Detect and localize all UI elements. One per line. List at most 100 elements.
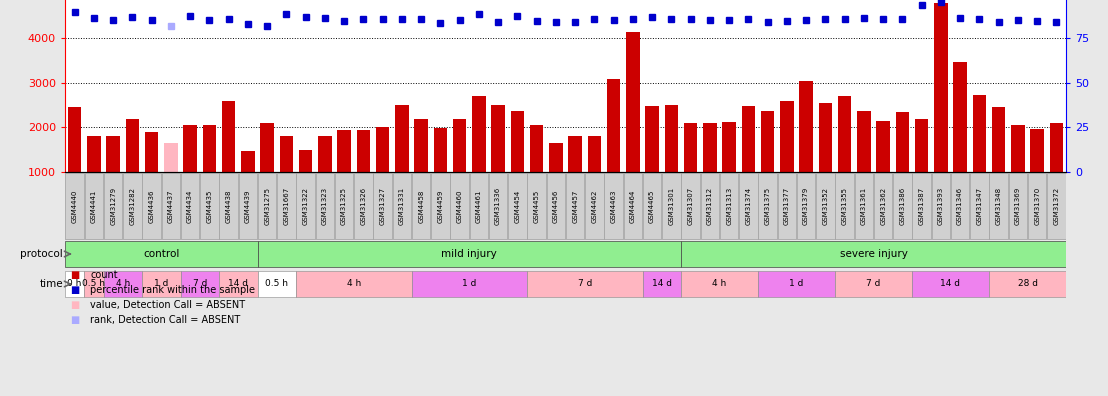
Text: GSM31386: GSM31386 [900,187,905,225]
Text: GSM4438: GSM4438 [226,189,232,223]
Bar [604,173,623,239]
Bar [509,173,526,239]
Text: GSM31322: GSM31322 [302,187,309,225]
Text: GSM31369: GSM31369 [1015,187,1020,225]
Bar [1012,125,1025,172]
Bar [277,173,296,239]
Bar [912,271,989,297]
Text: GSM31370: GSM31370 [1034,187,1040,225]
Text: GSM4464: GSM4464 [629,189,636,223]
Bar [665,105,678,172]
Bar [203,125,216,172]
Text: GSM4462: GSM4462 [592,189,597,223]
Text: 0.5 h: 0.5 h [265,280,288,289]
Bar [431,173,450,239]
Bar [201,173,218,239]
Bar [1008,173,1027,239]
Text: time: time [40,279,63,289]
Bar [626,32,639,172]
Bar [778,173,797,239]
Bar [257,242,681,267]
Bar [684,123,697,172]
Bar [299,150,312,172]
Text: GSM31312: GSM31312 [707,187,712,225]
Bar [858,111,871,172]
Text: GSM4436: GSM4436 [148,189,155,223]
Bar [238,173,257,239]
Bar [143,173,161,239]
Text: GSM31307: GSM31307 [688,187,694,225]
Bar [704,123,717,172]
Bar [643,173,661,239]
Text: GSM31346: GSM31346 [957,187,963,225]
Bar [450,173,469,239]
Text: count: count [91,270,119,280]
Text: GSM31347: GSM31347 [976,187,983,225]
Text: GSM31355: GSM31355 [842,187,848,225]
Text: GSM4440: GSM4440 [72,189,78,223]
Bar [489,173,507,239]
Bar [817,173,834,239]
Bar [123,173,142,239]
Bar [257,271,296,297]
Bar [453,118,466,172]
Text: 0.5 h: 0.5 h [82,280,105,289]
Bar [125,118,140,172]
Bar [989,173,1008,239]
Text: 4 h: 4 h [115,280,130,289]
Text: ■: ■ [71,300,80,310]
Bar [84,173,103,239]
Bar [780,101,793,172]
Bar [142,271,181,297]
Text: GSM31282: GSM31282 [130,187,135,225]
Bar [819,103,832,172]
Bar [741,106,756,172]
Text: GSM31275: GSM31275 [264,187,270,225]
Bar [951,173,970,239]
Bar [104,173,122,239]
Text: GSM31348: GSM31348 [996,187,1002,225]
Bar [181,271,219,297]
Bar [973,95,986,172]
Text: ■: ■ [71,315,80,325]
Text: GSM31377: GSM31377 [783,187,790,225]
Text: GSM31331: GSM31331 [399,187,404,225]
Bar [992,107,1005,172]
Bar [411,271,527,297]
Text: rank, Detection Call = ABSENT: rank, Detection Call = ABSENT [91,315,240,325]
Bar [84,271,103,297]
Text: 1 d: 1 d [462,280,476,289]
Bar [895,112,909,172]
Text: 4 h: 4 h [347,280,361,289]
Bar [338,130,351,172]
Bar [989,271,1066,297]
Bar [758,173,777,239]
Text: GSM31279: GSM31279 [110,187,116,225]
Bar [566,173,584,239]
Bar [799,81,813,172]
Text: value, Detection Call = ABSENT: value, Detection Call = ABSENT [91,300,246,310]
Text: GSM4463: GSM4463 [611,189,617,223]
Text: GSM4441: GSM4441 [91,189,96,223]
Text: 14 d: 14 d [941,280,961,289]
Bar [219,271,257,297]
Bar [106,136,120,172]
Bar [470,173,489,239]
Bar [258,173,276,239]
Bar [722,122,736,172]
Bar [373,173,392,239]
Bar [546,173,565,239]
Bar [932,173,951,239]
Text: percentile rank within the sample: percentile rank within the sample [91,285,256,295]
Text: protocol: protocol [20,249,63,259]
Bar [854,173,873,239]
Text: GSM4461: GSM4461 [475,189,482,223]
Text: ■: ■ [71,285,80,295]
Bar [645,106,659,172]
Text: 7 d: 7 d [577,280,592,289]
Text: 14 d: 14 d [228,280,248,289]
Bar [65,271,84,297]
Bar [219,173,238,239]
Text: GSM4456: GSM4456 [553,189,558,223]
Bar [318,135,331,172]
